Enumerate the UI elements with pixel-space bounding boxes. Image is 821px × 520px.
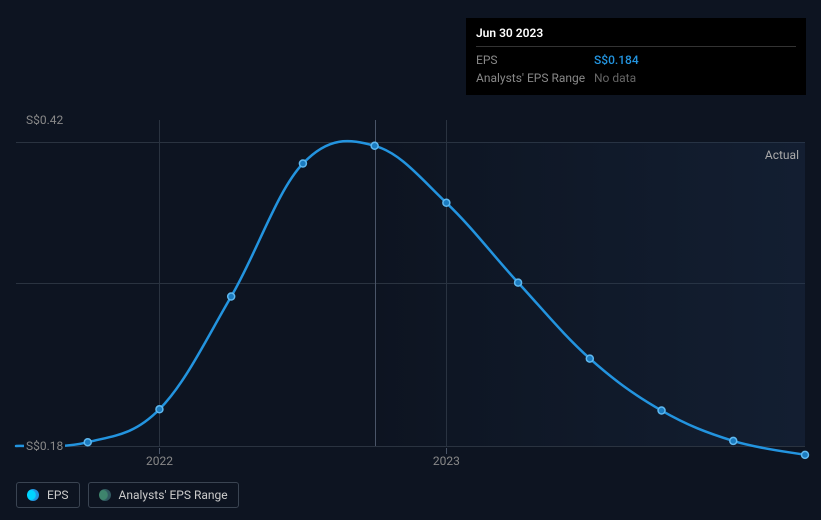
tooltip-row: EPSS$0.184 (476, 51, 796, 69)
tooltip-row-value: S$0.184 (594, 53, 639, 67)
eps-chart: Jun 30 2023 EPSS$0.184Analysts' EPS Rang… (0, 0, 821, 520)
legend-item-range[interactable]: Analysts' EPS Range (88, 482, 239, 508)
tooltip-date: Jun 30 2023 (476, 26, 796, 47)
plot-area: Actual S$0.42 S$0.18 (16, 120, 805, 446)
eps-data-point[interactable] (515, 279, 522, 286)
legend-label: EPS (47, 488, 69, 502)
gridline (16, 446, 805, 447)
tooltip-row-label: EPS (476, 53, 594, 67)
eps-data-point[interactable] (658, 407, 665, 414)
legend-swatch-icon (27, 489, 39, 501)
tooltip-row: Analysts' EPS RangeNo data (476, 69, 796, 87)
y-axis-min-label: S$0.18 (24, 439, 65, 453)
eps-data-point[interactable] (228, 293, 235, 300)
x-axis: 2022 2023 (16, 448, 805, 468)
legend: EPS Analysts' EPS Range (16, 482, 239, 508)
tooltip-row-label: Analysts' EPS Range (476, 71, 594, 85)
legend-swatch-icon (99, 489, 111, 501)
x-axis-label: 2023 (433, 454, 460, 468)
x-axis-label: 2022 (146, 454, 173, 468)
eps-line (16, 141, 805, 455)
eps-data-point[interactable] (156, 406, 163, 413)
chart-tooltip: Jun 30 2023 EPSS$0.184Analysts' EPS Rang… (466, 18, 806, 95)
eps-data-point[interactable] (586, 355, 593, 362)
legend-label: Analysts' EPS Range (119, 488, 228, 502)
y-axis-max-label: S$0.42 (24, 113, 65, 127)
eps-data-point[interactable] (299, 160, 306, 167)
eps-data-point[interactable] (84, 439, 91, 446)
eps-data-point[interactable] (730, 437, 737, 444)
legend-item-eps[interactable]: EPS (16, 482, 80, 508)
line-chart-svg (16, 120, 805, 446)
eps-data-point[interactable] (371, 142, 378, 149)
eps-data-point[interactable] (443, 199, 450, 206)
tooltip-row-value: No data (594, 71, 636, 85)
